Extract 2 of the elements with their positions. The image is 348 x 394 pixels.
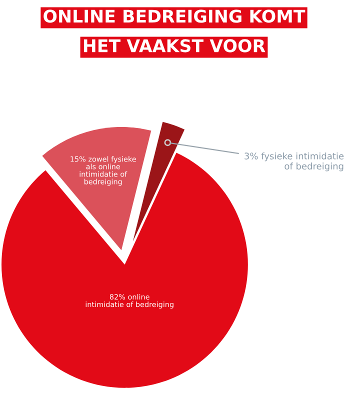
chart-title: ONLINE BEDREIGING KOMT HET VAAKST VOOR [44, 10, 306, 52]
slice-label: 3% fysieke intimidatie of bedreiging [244, 152, 344, 172]
